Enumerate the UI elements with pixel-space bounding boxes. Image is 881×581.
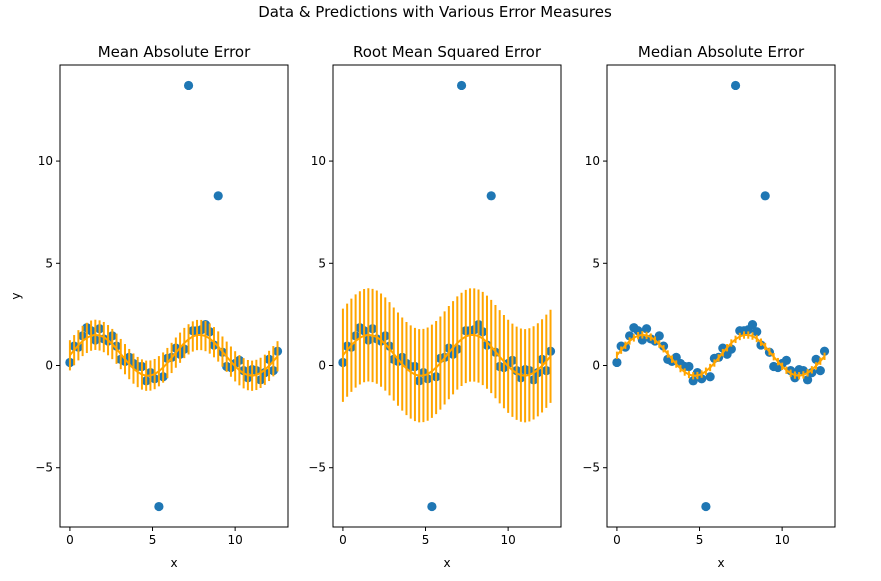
data-point bbox=[641, 324, 652, 334]
subplot-title: Mean Absolute Error bbox=[98, 43, 251, 61]
data-point bbox=[752, 327, 762, 337]
data-point bbox=[747, 320, 758, 330]
y-tick-label: 10 bbox=[585, 154, 600, 168]
data-point bbox=[781, 355, 792, 365]
data-point bbox=[688, 376, 698, 386]
x-tick-label: 10 bbox=[227, 533, 242, 547]
axes-frame bbox=[332, 64, 562, 528]
data-point bbox=[612, 357, 622, 368]
data-point bbox=[705, 372, 715, 382]
data-point bbox=[684, 361, 694, 372]
y-axis-label: y bbox=[9, 292, 23, 299]
y-tick-label: 0 bbox=[45, 359, 53, 373]
data-point bbox=[760, 191, 770, 201]
data-point bbox=[802, 375, 813, 385]
y-tick-label: 5 bbox=[45, 256, 53, 270]
data-point bbox=[815, 366, 825, 376]
axes-frame bbox=[606, 64, 836, 528]
data-point bbox=[213, 191, 223, 201]
plot-area bbox=[338, 80, 556, 512]
subplot-title: Median Absolute Error bbox=[638, 43, 805, 61]
data-point bbox=[811, 354, 821, 364]
x-tick-label: 5 bbox=[149, 533, 157, 547]
prediction-line bbox=[342, 333, 552, 377]
y-tick-label: −5 bbox=[582, 461, 600, 475]
data-point bbox=[486, 191, 496, 201]
x-tick-label: 5 bbox=[422, 533, 430, 547]
subplot-3: 0 5 10 −5 0 5 10 Median Absolute Error x bbox=[582, 43, 836, 570]
figure-title: Data & Predictions with Various Error Me… bbox=[258, 3, 612, 21]
data-point bbox=[456, 80, 467, 91]
axes-frame bbox=[59, 64, 289, 528]
y-tick-label: −5 bbox=[35, 461, 53, 475]
plot-area bbox=[65, 80, 283, 512]
data-point bbox=[730, 80, 741, 91]
x-tick-label: 10 bbox=[500, 533, 515, 547]
subplot-1: 0 5 10 −5 0 5 10 Mean Absolute Error x y bbox=[9, 43, 289, 570]
x-axis-label: x bbox=[170, 556, 177, 570]
x-tick-label: 0 bbox=[339, 533, 347, 547]
x-axis-label: x bbox=[717, 556, 724, 570]
prediction-line bbox=[69, 333, 279, 377]
x-tick-label: 0 bbox=[613, 533, 621, 547]
y-tick-label: 10 bbox=[311, 154, 326, 168]
y-tick-label: 5 bbox=[318, 256, 326, 270]
data-point bbox=[427, 501, 437, 512]
data-point bbox=[654, 331, 664, 341]
subplot-title: Root Mean Squared Error bbox=[353, 43, 542, 61]
data-point bbox=[154, 501, 164, 512]
data-point bbox=[633, 326, 643, 336]
x-tick-label: 5 bbox=[696, 533, 704, 547]
x-tick-label: 0 bbox=[66, 533, 74, 547]
data-point bbox=[701, 501, 711, 512]
y-tick-label: 5 bbox=[592, 256, 600, 270]
y-tick-label: −5 bbox=[308, 461, 326, 475]
prediction-line bbox=[616, 333, 826, 377]
x-tick-label: 10 bbox=[774, 533, 789, 547]
data-point bbox=[637, 335, 647, 345]
x-axis-label: x bbox=[443, 556, 450, 570]
y-tick-label: 0 bbox=[318, 359, 326, 373]
y-tick-label: 10 bbox=[38, 154, 53, 168]
y-tick-label: 0 bbox=[592, 359, 600, 373]
plot-area bbox=[612, 80, 830, 512]
data-point bbox=[183, 80, 194, 91]
data-point bbox=[819, 346, 830, 356]
subplot-2: 0 5 10 −5 0 5 10 Root Mean Squared Error x bbox=[308, 43, 562, 570]
data-point bbox=[697, 374, 707, 384]
